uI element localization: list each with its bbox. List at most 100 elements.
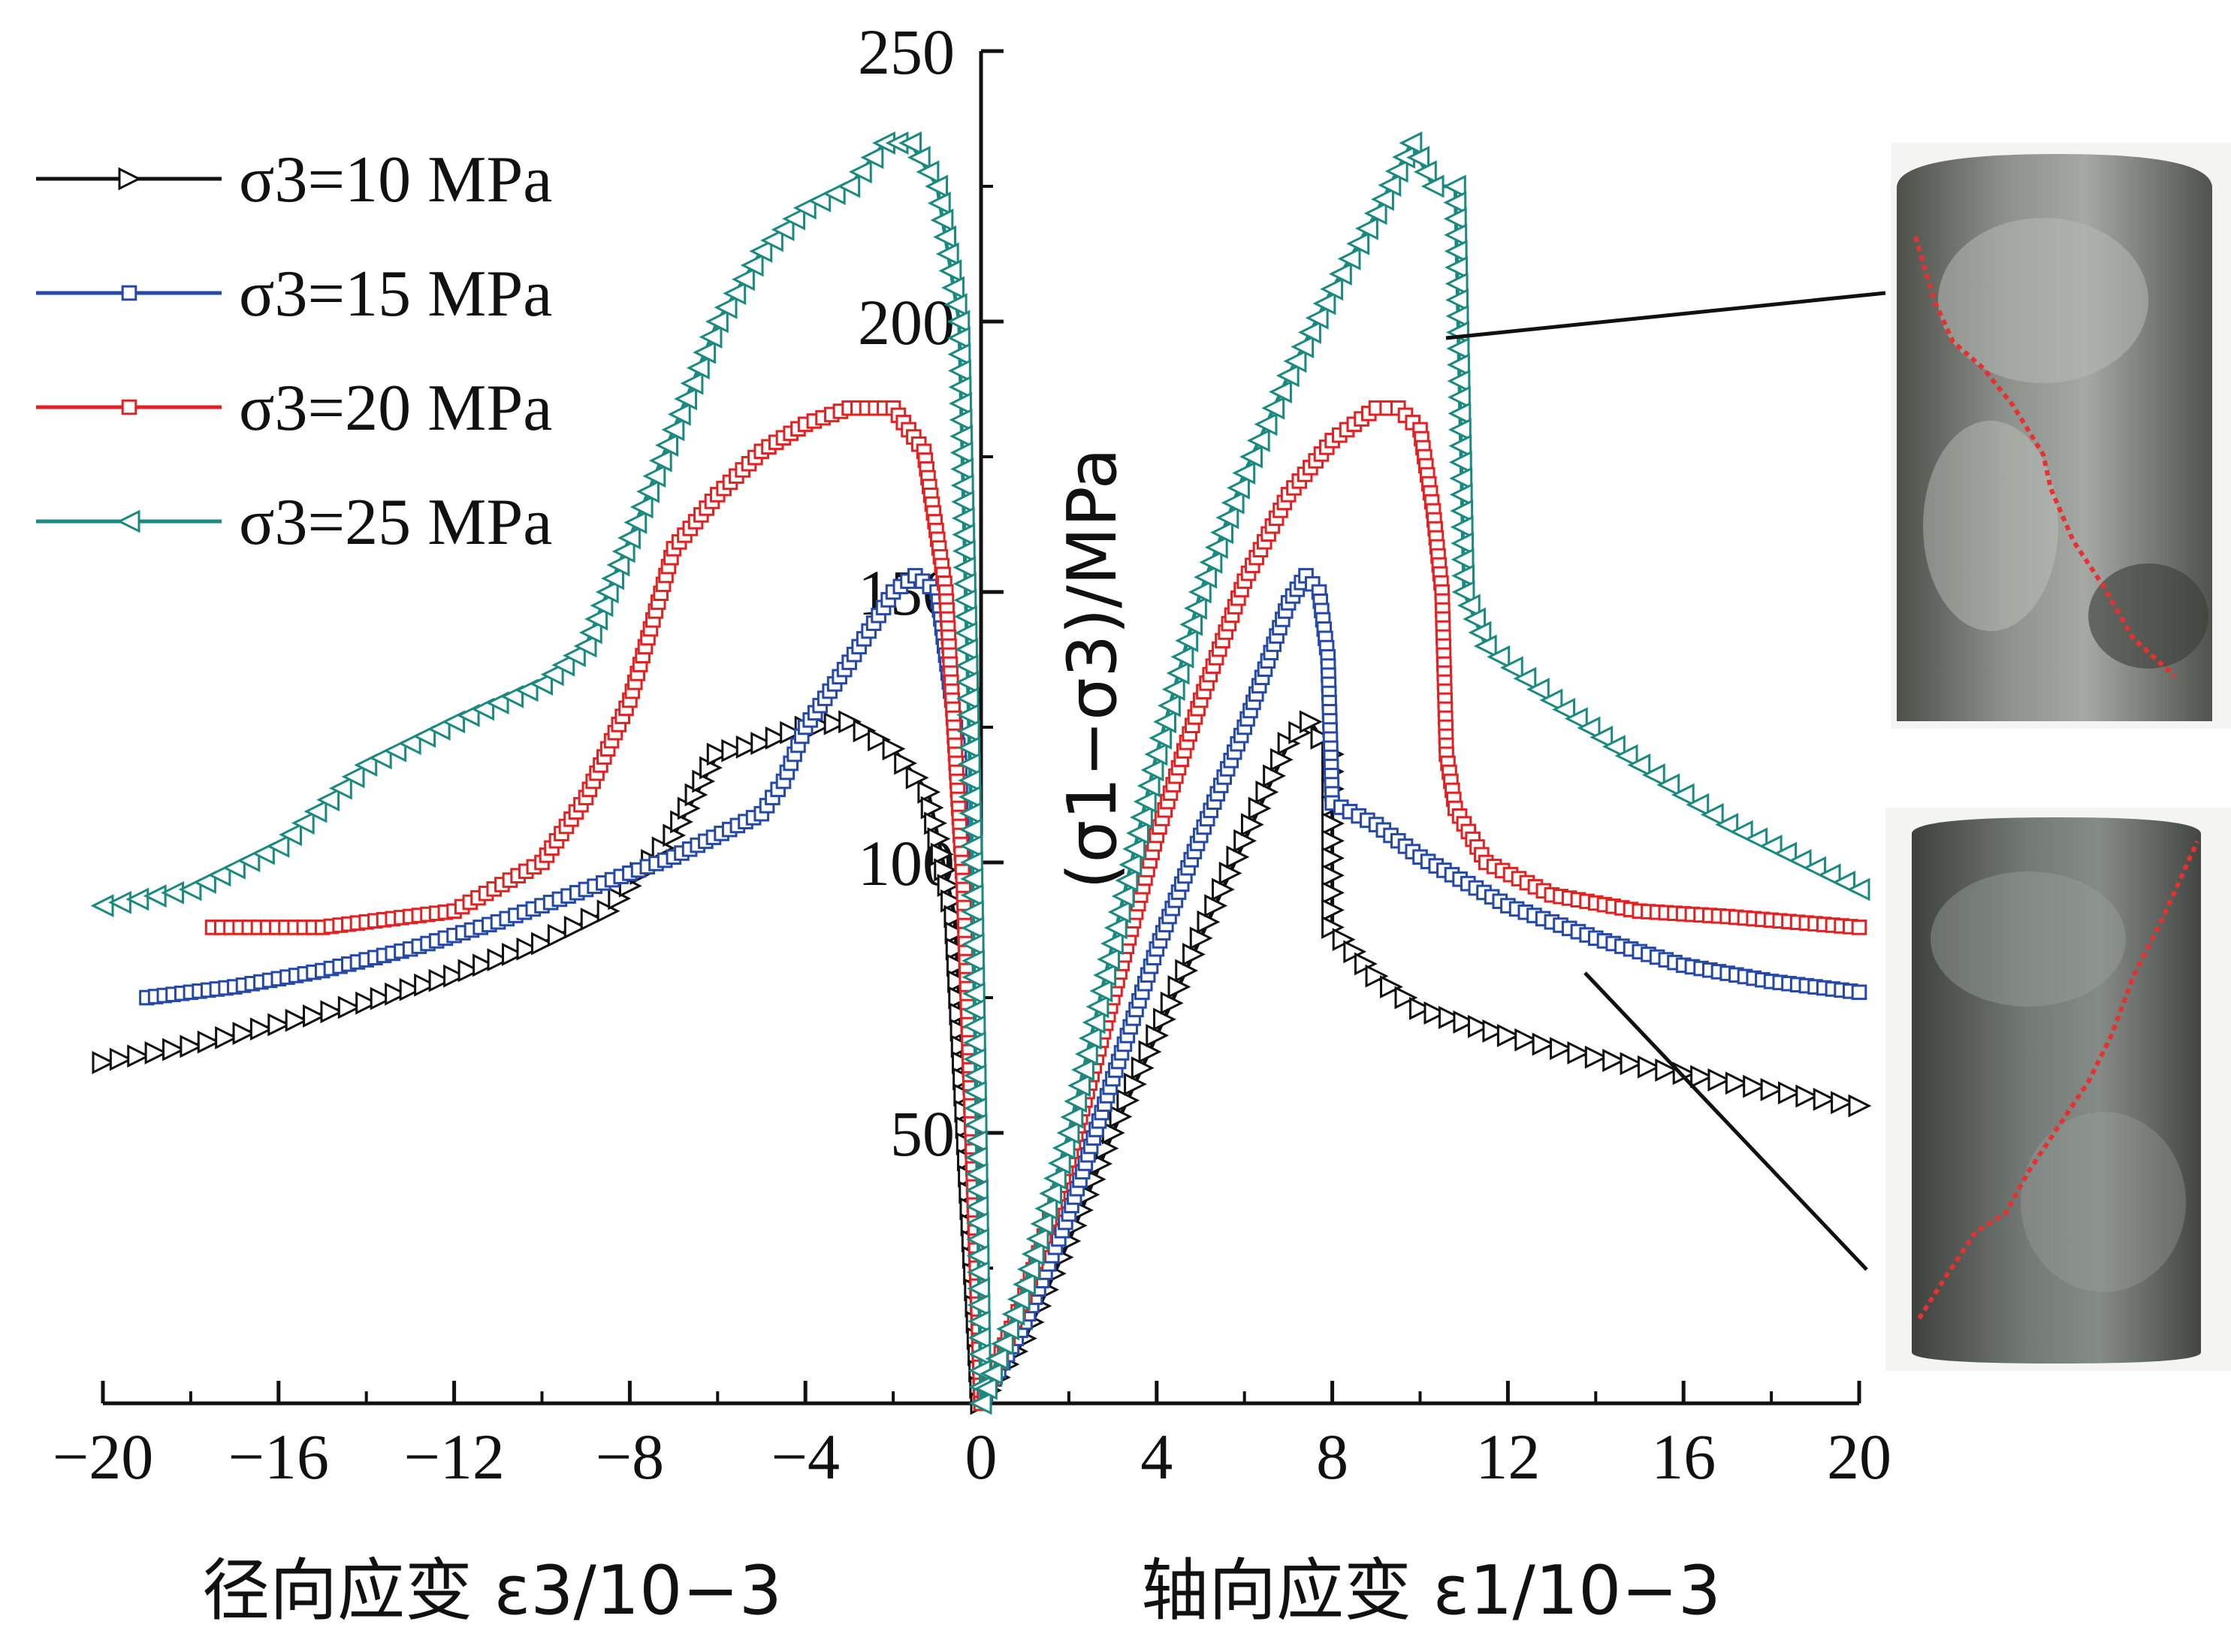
data-point-marker	[385, 982, 409, 1006]
data-point-marker	[1449, 467, 1473, 491]
data-point-marker	[952, 572, 977, 596]
data-point-marker	[949, 391, 972, 415]
data-point-marker	[1378, 174, 1402, 197]
data-point-marker	[316, 788, 340, 812]
data-point-marker	[948, 986, 972, 1010]
data-point-marker	[1451, 563, 1475, 587]
specimen-top-patch	[1938, 218, 2148, 383]
data-point-marker	[355, 991, 379, 1015]
data-point-marker	[1423, 1001, 1448, 1025]
data-point-marker	[383, 738, 407, 763]
data-point-marker	[943, 905, 968, 929]
data-point-marker	[925, 174, 949, 198]
data-point-marker	[90, 894, 114, 918]
data-point-marker	[1269, 747, 1294, 772]
data-point-marker	[965, 1194, 989, 1219]
data-point-marker	[1627, 753, 1651, 777]
legend: σ3=10 MPa σ3=15 MPa σ3=20 MPa σ3=25 MPa	[36, 143, 552, 559]
data-point-marker	[1248, 796, 1272, 820]
data-point-marker	[961, 900, 984, 923]
data-point-marker	[1166, 661, 1190, 685]
data-point-marker	[1218, 861, 1242, 885]
data-point-marker	[547, 923, 571, 947]
data-point-marker	[516, 937, 540, 961]
data-point-marker	[967, 1293, 991, 1317]
data-point-marker	[952, 539, 976, 563]
data-point-marker	[1443, 207, 1467, 231]
data-point-marker	[1170, 645, 1194, 669]
data-point-marker	[1447, 353, 1470, 377]
data-point-marker	[953, 605, 977, 629]
data-point-marker	[472, 953, 496, 977]
data-point-marker	[237, 849, 261, 873]
data-point-marker	[1532, 1032, 1556, 1056]
data-point-marker	[1204, 536, 1228, 560]
data-point-marker	[974, 1376, 998, 1400]
data-point-marker	[1450, 499, 1474, 523]
data-point-marker	[959, 850, 983, 874]
data-point-marker	[960, 867, 984, 891]
data-point-marker	[898, 131, 922, 155]
data-point-marker	[337, 995, 361, 1019]
data-point-marker	[428, 968, 452, 992]
data-point-marker	[1298, 320, 1321, 344]
data-point-marker	[1137, 774, 1161, 798]
specimen-top-patch	[1923, 421, 2058, 631]
data-point-marker	[1140, 758, 1164, 782]
data-point-marker	[636, 479, 660, 503]
data-point-marker	[765, 726, 789, 750]
data-point-marker	[823, 711, 847, 735]
specimen-bottom-body	[1912, 817, 2201, 1364]
data-point-marker	[1451, 531, 1475, 555]
callout-line-top	[1445, 291, 1886, 340]
data-point-marker	[1039, 1182, 1063, 1206]
data-point-marker	[1743, 1074, 1767, 1098]
data-point-marker	[962, 1014, 986, 1038]
data-point-marker	[1451, 580, 1475, 604]
data-point-marker	[955, 687, 980, 711]
data-point-marker	[1602, 735, 1626, 759]
data-point-marker	[266, 834, 290, 858]
x-tick-label: 8	[1316, 1421, 1348, 1493]
legend-item: σ3=15 MPa	[36, 258, 552, 331]
data-point-marker	[940, 889, 964, 913]
data-point-marker	[1445, 304, 1469, 328]
data-point-marker	[1384, 159, 1408, 183]
x-tick-label: 20	[1827, 1421, 1891, 1493]
data-point-marker	[1715, 813, 1739, 837]
data-point-marker	[980, 1361, 1004, 1385]
data-point-marker	[1288, 720, 1312, 744]
data-point-marker	[1047, 1151, 1071, 1175]
data-point-marker	[967, 1276, 991, 1300]
data-point-marker	[1016, 1258, 1040, 1281]
data-point-marker	[962, 998, 986, 1022]
data-point-marker	[1226, 845, 1250, 869]
data-point-marker	[1056, 1121, 1080, 1145]
data-point-marker	[961, 932, 985, 956]
data-point-marker	[655, 433, 678, 457]
data-point-marker	[1310, 726, 1334, 750]
y-tick-label: 200	[858, 286, 955, 358]
data-point-marker	[611, 539, 635, 563]
data-point-marker	[958, 769, 982, 793]
data-point-marker	[1179, 612, 1203, 636]
data-point-marker	[1184, 596, 1207, 621]
data-point-marker	[303, 1004, 326, 1028]
data-point-marker	[502, 942, 525, 966]
data-point-marker	[1496, 1023, 1520, 1047]
legend-item: σ3=20 MPa	[36, 372, 552, 445]
data-point-marker	[723, 282, 747, 305]
data-point-marker	[1131, 1056, 1155, 1080]
data-point-marker	[1160, 991, 1184, 1015]
data-point-marker	[927, 192, 951, 215]
data-point-marker	[952, 523, 976, 547]
data-point-marker	[749, 239, 773, 263]
data-point-marker	[162, 1037, 186, 1062]
data-point-marker	[1119, 853, 1143, 877]
data-point-marker	[1514, 1028, 1538, 1052]
data-point-marker	[853, 719, 877, 743]
legend-item: σ3=25 MPa	[36, 486, 552, 559]
data-point-marker	[1371, 187, 1394, 211]
x-tick-label: 4	[1140, 1421, 1173, 1493]
specimen-top-patch	[2088, 563, 2208, 669]
